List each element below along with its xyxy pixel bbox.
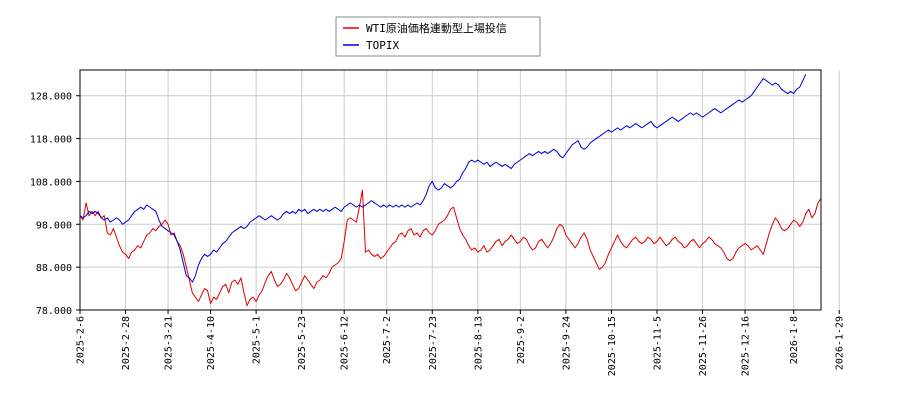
legend: WTI原油価格連動型上場投信 TOPIX xyxy=(335,16,541,57)
x-tick-label: 2025-8-13 xyxy=(473,316,484,370)
legend-label-topix: TOPIX xyxy=(366,39,399,52)
x-tick-label: 2025-11-26 xyxy=(698,316,709,376)
x-tick-label: 2025-7-23 xyxy=(428,316,439,370)
y-tick-label: 88.000 xyxy=(36,263,72,274)
x-tick-label: 2025-5-1 xyxy=(252,316,263,364)
x-tick-label: 2026-1-29 xyxy=(835,316,846,370)
plot-frame xyxy=(79,69,822,311)
x-tick-label: 2025-5-23 xyxy=(297,316,308,370)
y-tick-label: 108.000 xyxy=(30,177,72,188)
x-tick-label: 2025-9-24 xyxy=(561,316,572,370)
legend-label-wti: WTI原油価格連動型上場投信 xyxy=(366,21,507,35)
x-tick-label: 2025-2-6 xyxy=(76,316,87,364)
x-tick-label: 2026-1-8 xyxy=(789,316,800,364)
x-tick-label: 2025-9-2 xyxy=(516,316,527,364)
y-axis: 78.000 88.000 98.000 108.000 118.000 128.000 xyxy=(30,92,80,317)
y-tick-label: 128.000 xyxy=(30,92,72,103)
grid xyxy=(79,70,840,311)
series-lines xyxy=(79,74,822,307)
series-line-wti xyxy=(79,189,822,307)
x-tick-label: 2025-11-5 xyxy=(653,316,664,370)
series-line-topix xyxy=(79,74,807,283)
x-tick-label: 2025-4-10 xyxy=(206,316,217,370)
x-tick-label: 2025-3-21 xyxy=(164,316,175,370)
x-tick-label: 2025-6-12 xyxy=(340,316,351,370)
legend-box xyxy=(335,16,541,57)
y-tick-label: 78.000 xyxy=(36,306,72,317)
x-axis: 2025-2-6 2025-2-28 2025-3-21 2025-4-10 2025-… xyxy=(76,310,846,376)
x-tick-label: 2025-7-2 xyxy=(382,316,393,364)
x-tick-label: 2025-2-28 xyxy=(121,316,132,370)
x-tick-label: 2025-10-15 xyxy=(607,316,618,376)
y-tick-label: 98.000 xyxy=(36,220,72,231)
y-tick-label: 118.000 xyxy=(30,135,72,146)
x-tick-label: 2025-12-16 xyxy=(741,316,752,376)
